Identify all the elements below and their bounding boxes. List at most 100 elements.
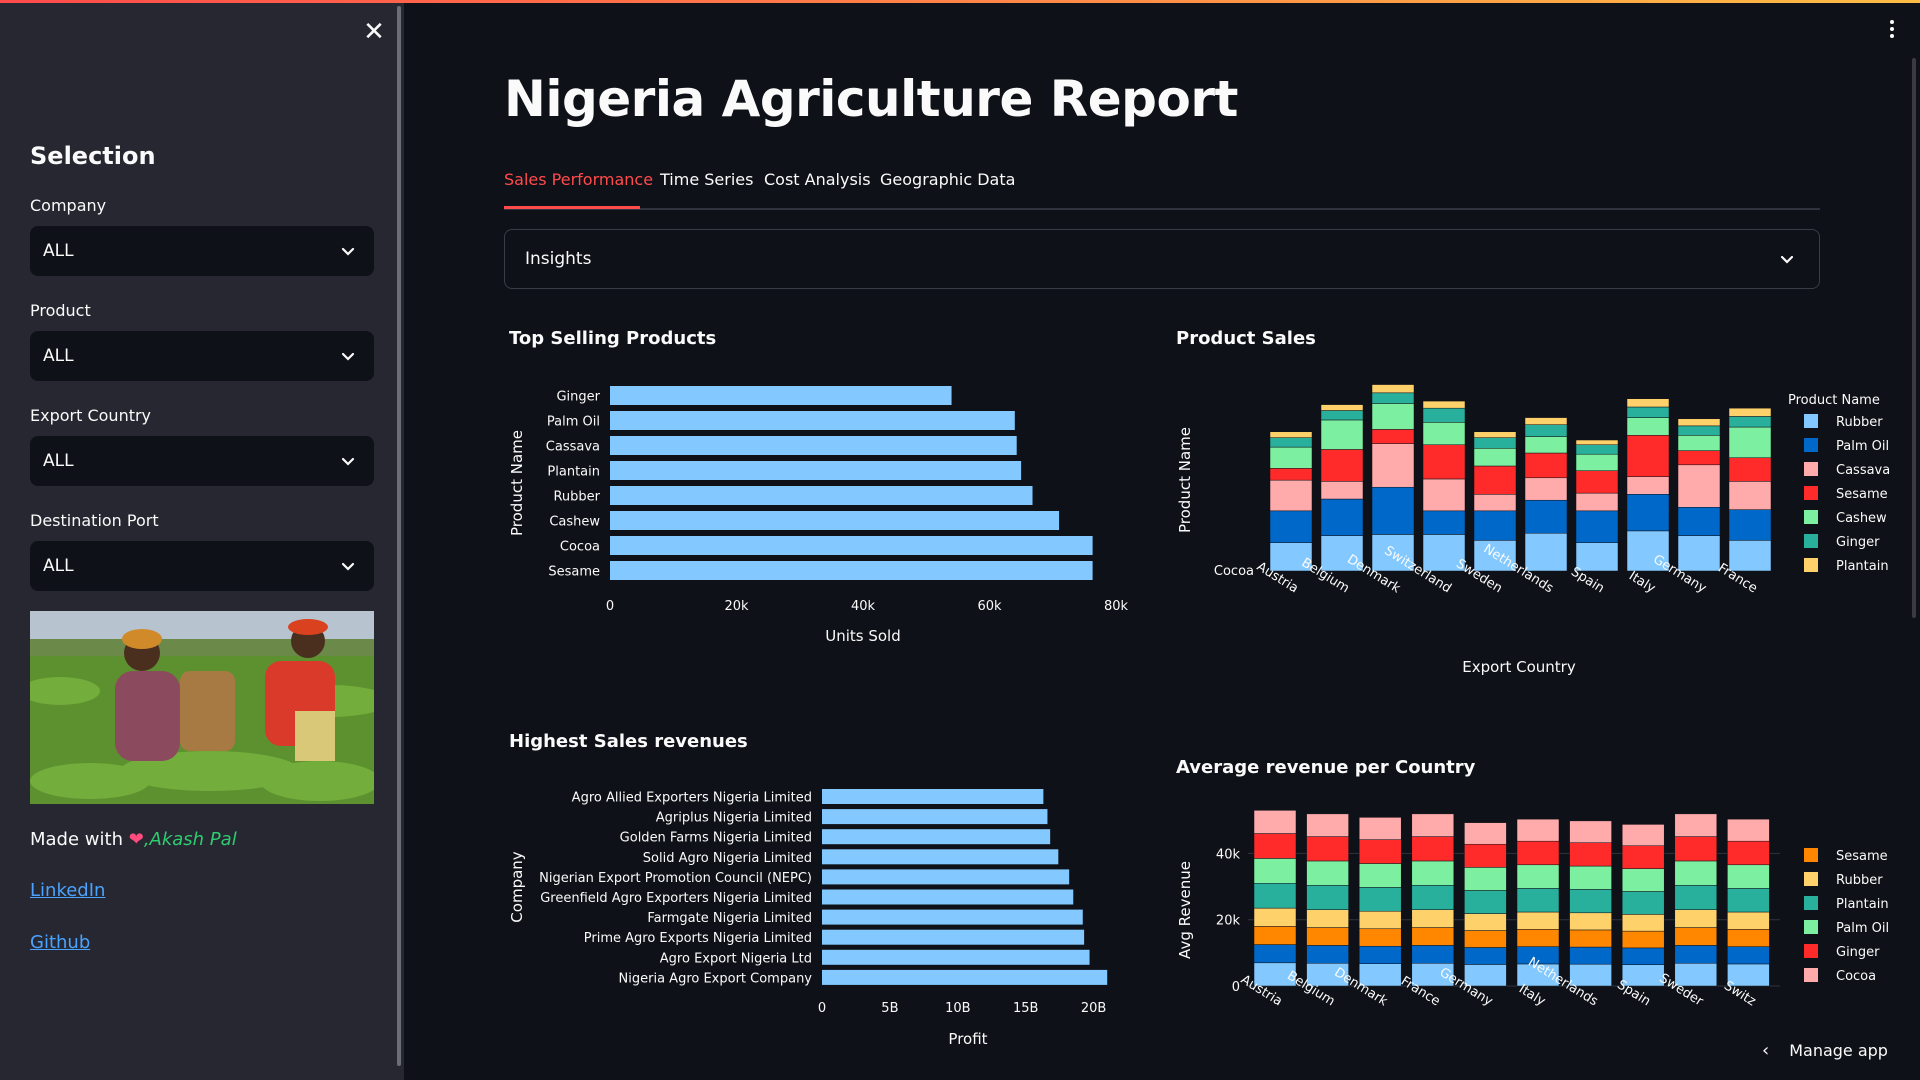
legend-label: Ginger	[1836, 945, 1880, 960]
ytick-label: Ginger	[556, 390, 600, 405]
legend-label: Rubber	[1836, 873, 1883, 888]
legend-label: Plantain	[1836, 897, 1889, 912]
bar-palm-oil	[1626, 494, 1670, 532]
bar-palm-oil	[1306, 860, 1349, 886]
bar-palm-oil	[1575, 510, 1619, 543]
bar-palm-oil	[1358, 945, 1402, 964]
bar-cashew	[1677, 435, 1721, 451]
xtick-label: Italy	[1626, 569, 1658, 597]
bar-palm-oil	[1473, 510, 1517, 541]
bar-plantain	[1569, 889, 1612, 914]
bar-cashew	[1575, 453, 1619, 471]
bar-cocoa	[610, 536, 1093, 555]
bar-sesame	[610, 561, 1093, 580]
main-scrollbar[interactable]	[1912, 58, 1916, 618]
bar-cocoa	[1253, 810, 1297, 834]
tab-time-series[interactable]: Time Series	[660, 170, 754, 189]
bar-sesame	[1575, 470, 1619, 494]
export-country-select[interactable]: ALL	[30, 436, 374, 486]
bar-cocoa	[1621, 824, 1665, 846]
legend-swatch	[1804, 462, 1818, 476]
bar-palm-oil	[1253, 944, 1297, 964]
main-menu-icon[interactable]	[1885, 18, 1899, 42]
bar-sesame	[1422, 444, 1466, 480]
xtick-label: 60k	[977, 599, 1002, 614]
bar-ginger	[1320, 410, 1364, 421]
bar-cocoa	[1306, 813, 1349, 837]
ytick-label: Agriplus Nigeria Limited	[656, 811, 812, 826]
bar-ginger	[1626, 406, 1670, 418]
bar-palm-oil	[1621, 947, 1665, 965]
bar-sesame	[1621, 930, 1665, 949]
legend-swatch	[1804, 558, 1818, 572]
top-decoration-bar	[0, 0, 1920, 3]
farmers-photo	[30, 611, 374, 804]
tab-cost-analysis[interactable]: Cost Analysis	[764, 170, 871, 189]
tab-bar: Sales Performance Time Series Cost Analy…	[504, 168, 1820, 210]
bar-palm-oil	[1569, 865, 1612, 890]
bar-plantain	[1575, 439, 1619, 445]
manage-app-button[interactable]: ‹ Manage app	[1762, 1040, 1888, 1061]
product-select[interactable]: ALL	[30, 331, 374, 381]
y-axis-label: Company	[508, 851, 526, 922]
legend-swatch	[1804, 944, 1818, 958]
bar-sesame	[1524, 452, 1568, 479]
bar-company	[822, 949, 1090, 965]
legend-label: Cocoa	[1836, 969, 1876, 984]
bar-cashew	[1473, 448, 1517, 467]
xtick-label: 0	[606, 599, 614, 614]
bar-palm-oil	[1320, 498, 1364, 536]
bar-ginger	[1727, 840, 1770, 866]
xtick-label: 0	[818, 1001, 826, 1016]
company-select[interactable]: ALL	[30, 226, 374, 276]
insights-expander[interactable]: Insights	[504, 229, 1820, 289]
bar-cashew	[1371, 403, 1415, 430]
bar-ginger	[1575, 444, 1619, 455]
bar-cocoa	[1569, 820, 1612, 843]
insights-label: Insights	[525, 249, 592, 269]
author-name: ,Akash Pal	[143, 829, 237, 850]
legend-swatch	[1804, 872, 1818, 886]
ytick-label: Agro Export Nigeria Ltd	[660, 951, 812, 966]
company-label: Company	[30, 196, 107, 215]
legend-swatch	[1804, 920, 1818, 934]
github-link[interactable]: Github	[30, 932, 91, 953]
bar-palm-oil	[610, 411, 1015, 430]
xtick-label: 5B	[881, 1001, 898, 1016]
destination-port-select[interactable]: ALL	[30, 541, 374, 591]
ytick-label: Cassava	[546, 440, 600, 455]
bar-ginger	[1674, 836, 1718, 862]
ytick-label: Nigeria Agro Export Company	[619, 971, 813, 986]
legend-label: Ginger	[1836, 535, 1880, 550]
bar-plantain	[1371, 384, 1415, 394]
bar-palm-oil	[1727, 946, 1770, 965]
ytick-label: Plantain	[547, 465, 600, 480]
tab-geographic-data[interactable]: Geographic Data	[880, 170, 1016, 189]
made-with-credit: Made with ❤,Akash Pal	[30, 829, 237, 850]
close-icon[interactable]: ✕	[363, 17, 385, 47]
legend-swatch	[1804, 848, 1818, 862]
ytick-label: Solid Agro Nigeria Limited	[643, 851, 812, 866]
bar-palm-oil	[1674, 945, 1718, 964]
bar-plantain	[1269, 431, 1313, 438]
bar-plantain	[1422, 400, 1466, 409]
bar-rubber	[1575, 542, 1619, 572]
ytick-label: 40k	[1216, 847, 1241, 862]
bar-company	[822, 929, 1085, 945]
tab-sales-performance[interactable]: Sales Performance	[504, 170, 654, 189]
bar-plantain	[1677, 418, 1721, 427]
destination-port-select-value: ALL	[43, 556, 74, 576]
xtick-label: 20k	[724, 599, 749, 614]
bar-sesame	[1516, 929, 1560, 947]
linkedin-link[interactable]: LinkedIn	[30, 880, 106, 901]
made-with-text: Made with	[30, 829, 123, 850]
bar-rubber	[1464, 913, 1507, 931]
sidebar-scrollbar[interactable]	[397, 6, 401, 1066]
bar-palm-oil	[1422, 510, 1466, 535]
x-axis-label: Export Country	[1462, 658, 1576, 676]
bar-palm-oil	[1253, 858, 1297, 884]
bar-cocoa	[1411, 813, 1455, 837]
ytick-label: Farmgate Nigeria Limited	[647, 911, 812, 926]
